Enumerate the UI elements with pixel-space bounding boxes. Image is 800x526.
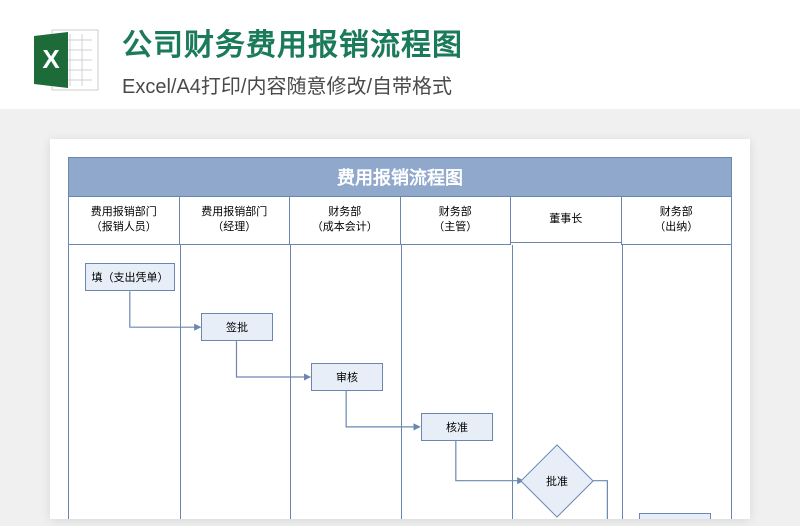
- flow-node-n5: 付款: [639, 513, 711, 519]
- swimlane-head-1: 费用报销部门 （经理）: [180, 197, 290, 245]
- flow-edge: [587, 480, 637, 519]
- flow-node-label: 批准: [546, 473, 568, 489]
- lane-divider: [401, 245, 402, 519]
- swimlane-4: 董事长: [511, 197, 622, 245]
- flow-node-n4: 批准: [520, 444, 594, 518]
- page-subtitle: Excel/A4打印/内容随意修改/自带格式: [122, 70, 463, 99]
- header: X 公司财务费用报销流程图 Excel/A4打印/内容随意修改/自带格式: [0, 0, 800, 109]
- flow-node-n0: 填（支出凭单）: [85, 263, 175, 291]
- swimlane-head-4: 董事长: [511, 197, 621, 243]
- lane-divider: [180, 245, 181, 519]
- excel-file-icon: X: [30, 24, 102, 96]
- swimlane-head-0: 费用报销部门 （报销人员）: [69, 197, 179, 245]
- lane-divider: [512, 245, 513, 519]
- flow-edge: [456, 441, 524, 481]
- document-preview: 费用报销流程图 费用报销部门 （报销人员）费用报销部门 （经理）财务部 （成本会…: [50, 139, 750, 519]
- flow-edge: [236, 341, 310, 377]
- flowchart-canvas: 填（支出凭单） 签批审核核准批准付款: [68, 245, 732, 519]
- swimlane-head-2: 财务部 （成本会计）: [290, 197, 400, 245]
- swimlane-5: 财务部 （出纳）: [622, 197, 733, 245]
- header-text: 公司财务费用报销流程图 Excel/A4打印/内容随意修改/自带格式: [122, 20, 463, 99]
- flow-edge: [346, 391, 420, 427]
- swimlane-header-row: 费用报销部门 （报销人员）费用报销部门 （经理）财务部 （成本会计）财务部 （主…: [68, 197, 732, 245]
- lane-divider: [290, 245, 291, 519]
- swimlane-head-3: 财务部 （主管）: [401, 197, 511, 245]
- flow-node-n3: 核准: [421, 413, 493, 441]
- flow-node-n1: 签批: [201, 313, 273, 341]
- swimlane-3: 财务部 （主管）: [401, 197, 512, 245]
- page-title: 公司财务费用报销流程图: [122, 20, 463, 64]
- swimlane-0: 费用报销部门 （报销人员）: [69, 197, 180, 245]
- svg-text:X: X: [42, 44, 60, 74]
- swimlane-2: 财务部 （成本会计）: [290, 197, 401, 245]
- swimlane-head-5: 财务部 （出纳）: [622, 197, 732, 245]
- flow-edge: [130, 291, 201, 327]
- flowchart-title: 费用报销流程图: [68, 157, 732, 197]
- lane-divider: [622, 245, 623, 519]
- flow-node-n2: 审核: [311, 363, 383, 391]
- swimlane-1: 费用报销部门 （经理）: [180, 197, 291, 245]
